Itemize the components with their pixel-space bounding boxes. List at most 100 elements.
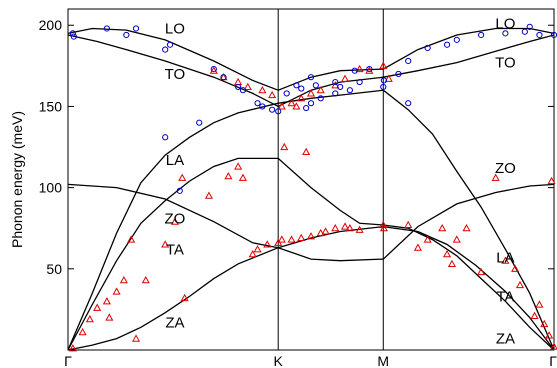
triangle-data-point [340,74,350,82]
circle-data-point [453,36,460,43]
x-tick-label: K [274,353,284,368]
triangle-data-point [234,77,243,86]
triangle-data-point [379,61,388,69]
circle-data-point [254,100,261,107]
triangle-data-point [438,223,447,232]
triangle-data-point [127,235,136,243]
circle-data-point [526,23,533,30]
triangle-data-point [297,94,306,102]
circle-data-point [162,46,169,53]
triangle-data-point [423,235,432,243]
triangle-data-point [540,319,549,328]
triangle-data-point [452,235,461,243]
y-tick-label: 150 [39,98,63,114]
circle-data-point [346,87,353,94]
triangle-data-point [102,297,111,305]
circle-data-point [307,100,315,107]
circle-data-point [235,83,242,91]
circle-data-point [317,95,324,102]
triangle-data-point [306,89,316,97]
triangle-data-point [384,74,393,82]
circle-data-point [298,85,305,92]
circle-data-point [380,83,387,91]
circle-data-point [220,74,227,81]
triangle-data-point [141,275,150,284]
circle-data-point [123,31,130,39]
branch-label-za: ZA [165,314,184,331]
triangle-data-point [365,66,374,74]
circle-data-point [351,67,358,74]
triangle-data-point [379,223,388,232]
triangle-data-point [443,249,452,258]
triangle-data-point [501,256,510,264]
triangle-data-point [93,303,102,311]
triangle-data-point [340,222,350,230]
y-tick-label: 100 [39,180,63,196]
triangle-data-point [119,275,128,284]
circle-data-point [395,70,402,78]
y-axis-label: Phonon energy (meV) [9,111,25,248]
triangle-data-point [302,147,311,155]
triangle-data-point [515,280,525,289]
circle-data-point [307,74,315,81]
circle-data-point [196,119,203,126]
triangle-data-point [404,220,413,229]
branch-label-la: LA [166,152,184,169]
triangle-data-point [321,227,330,235]
triangle-data-point [178,173,187,181]
triangle-data-point [180,293,189,302]
circle-data-point [70,33,77,40]
circle-data-point [356,78,363,86]
triangle-data-point [268,90,277,99]
circle-data-point [337,83,344,91]
triangle-data-point [209,66,218,74]
circle-data-point [366,65,373,73]
circle-data-point [239,87,247,94]
triangle-data-point [316,228,325,237]
triangle-data-point [331,81,340,89]
triangle-data-point [477,267,486,276]
triangle-data-point [297,233,306,242]
y-tick-label: 200 [39,17,63,33]
branch-label-zo: ZO [164,210,185,227]
triangle-data-point [306,232,316,240]
branch-label-lo: LO [165,20,185,37]
triangle-data-point [68,344,77,352]
branch-label-to: TO [165,66,186,83]
circle-data-point [259,103,266,110]
circle-data-point [443,41,451,48]
triangle-data-point [462,223,471,232]
circle-data-point [103,25,110,32]
triangle-data-point [345,223,354,232]
triangle-data-point [447,259,456,267]
triangle-data-point [545,331,554,339]
circle-data-point [332,90,339,97]
circle-data-point [502,30,509,37]
triangle-data-point [379,220,388,229]
triangle-data-point [355,225,364,233]
triangle-data-point [234,162,243,170]
triangle-data-point [112,287,121,295]
branch-label-la: LA [496,249,514,266]
triangle-data-point [170,217,179,225]
branch-label-ta: TA [496,288,514,305]
triangle-data-point [224,172,233,180]
triangle-data-point [78,327,87,336]
triangle-data-point [287,235,296,243]
triangle-data-point [287,98,296,107]
dispersion-branch-line-6 [67,225,555,351]
data-markers [68,23,557,352]
triangle-data-point [549,342,557,350]
circle-data-point [166,41,174,48]
circle-data-point [69,30,76,37]
circle-data-point [132,25,140,32]
branch-label-zo: ZO [495,160,516,177]
circle-data-point [332,78,339,86]
dispersion-branch-line-4 [67,157,555,351]
circle-data-point [162,134,169,141]
circle-data-point [210,65,217,73]
circle-data-point [405,100,412,107]
triangle-data-point [413,243,422,251]
circle-data-point [303,104,310,112]
